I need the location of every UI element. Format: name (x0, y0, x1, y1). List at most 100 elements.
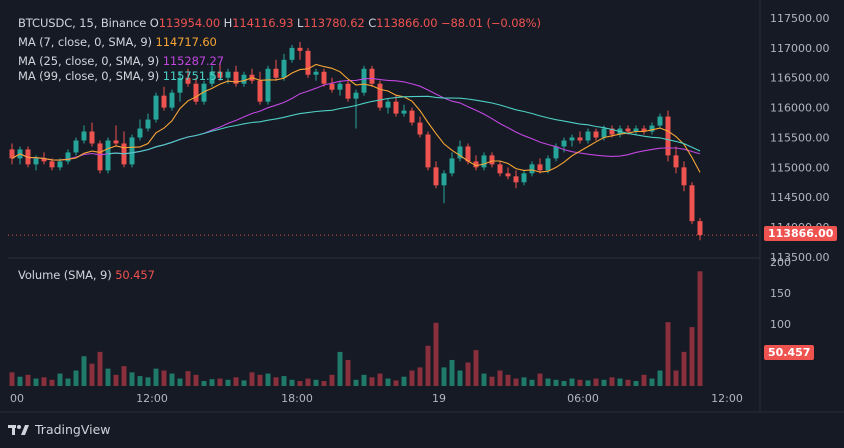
candle-body (609, 128, 615, 135)
volume-bar (329, 374, 335, 386)
volume-bar (577, 379, 583, 386)
volume-bar (409, 370, 415, 386)
candle-body (465, 146, 471, 162)
volume-bar (593, 378, 599, 386)
candle-body (265, 68, 271, 102)
volume-bar (241, 380, 247, 386)
candle-body (313, 71, 319, 75)
candle-body (89, 131, 95, 144)
candle-body (497, 164, 503, 174)
candle-body (673, 155, 679, 168)
volume-bar (297, 381, 303, 386)
ma7-value: 114717.60 (155, 35, 217, 49)
candle-body (137, 128, 143, 138)
volume-bar (425, 345, 431, 386)
symbol-label: BTCUSDC, 15, Binance (18, 16, 147, 30)
volume-bar (25, 374, 31, 386)
volume-bar (265, 373, 271, 386)
volume-bar (169, 373, 175, 386)
candle-body (681, 167, 687, 186)
time-tick-label: 12:00 (711, 392, 743, 405)
volume-bar (65, 378, 71, 386)
ma99-label: MA (99, close, 0, SMA, 9) (18, 69, 160, 83)
candle-body (289, 47, 295, 60)
candle-body (97, 143, 103, 171)
ma99-value: 115751.51 (162, 69, 224, 83)
volume-legend[interactable]: Volume (SMA, 9) 50.457 (18, 268, 155, 282)
ma25-legend[interactable]: MA (25, close, 0, SMA, 9) 115287.27 (18, 54, 224, 68)
candle-body (361, 68, 367, 93)
volume-bar (657, 370, 663, 386)
volume-bar (545, 378, 551, 386)
candle-body (593, 131, 599, 138)
volume-bar (321, 381, 327, 386)
candle-body (697, 221, 703, 236)
volume-bar (225, 379, 231, 386)
candle-body (433, 167, 439, 186)
candle-body (521, 173, 527, 183)
ma7-line (11, 63, 701, 173)
close-label: C (368, 16, 377, 30)
candle-body (401, 110, 407, 114)
volume-bar (249, 372, 255, 386)
candle-body (489, 155, 495, 165)
time-tick-label: 00 (10, 392, 24, 405)
ma99-line (107, 95, 701, 155)
candle-body (561, 140, 567, 147)
volume-bar (441, 367, 447, 386)
candle-body (481, 155, 487, 168)
volume-bar (337, 351, 343, 386)
volume-bar (281, 376, 287, 386)
last-price-badge: 113866.00 (764, 226, 838, 241)
volume-bar (385, 378, 391, 386)
candle-body (657, 116, 663, 126)
volume-bar (305, 378, 311, 386)
candle-body (49, 161, 55, 168)
volume-bar (497, 370, 503, 386)
time-tick-label: 12:00 (136, 392, 168, 405)
tradingview-footer[interactable]: TradingView (8, 422, 111, 437)
candle-body (385, 101, 391, 108)
candle-body (329, 83, 335, 90)
volume-bar (665, 322, 671, 386)
candle-body (457, 146, 463, 159)
volume-bar (17, 376, 23, 386)
candle-body (473, 161, 479, 168)
candle-body (209, 71, 215, 84)
candle-body (441, 173, 447, 186)
volume-sma-badge: 50.457 (764, 345, 815, 360)
candle-body (233, 71, 239, 84)
volume-bar (633, 381, 639, 386)
candle-body (505, 173, 511, 177)
volume-bar (505, 374, 511, 386)
candle-body (273, 68, 279, 78)
volume-bar (273, 377, 279, 386)
candle-body (513, 176, 519, 183)
volume-bar (697, 271, 703, 386)
candle-body (689, 185, 695, 222)
volume-bar (457, 370, 463, 386)
volume-bar (193, 374, 199, 386)
volume-bar (673, 370, 679, 386)
volume-bar (153, 368, 159, 386)
candle-body (649, 125, 655, 132)
ma99-legend[interactable]: MA (99, close, 0, SMA, 9) 115751.51 (18, 69, 224, 83)
candle-body (145, 119, 151, 129)
volume-bar (617, 378, 623, 386)
candle-body (409, 110, 415, 123)
volume-bar (97, 351, 103, 386)
volume-bar (433, 322, 439, 386)
volume-bar (473, 350, 479, 386)
change-value: −88.01 (−0.08%) (441, 16, 541, 30)
candle-body (169, 92, 175, 108)
volume-bar (73, 370, 79, 386)
candle-body (417, 122, 423, 135)
ma7-legend[interactable]: MA (7, close, 0, SMA, 9) 114717.60 (18, 35, 217, 49)
volume-tick-label: 200 (770, 256, 791, 269)
volume-bar (481, 373, 487, 386)
price-tick-label: 114500.00 (770, 191, 830, 204)
low-value: 113780.62 (303, 16, 365, 30)
candle-body (393, 101, 399, 114)
